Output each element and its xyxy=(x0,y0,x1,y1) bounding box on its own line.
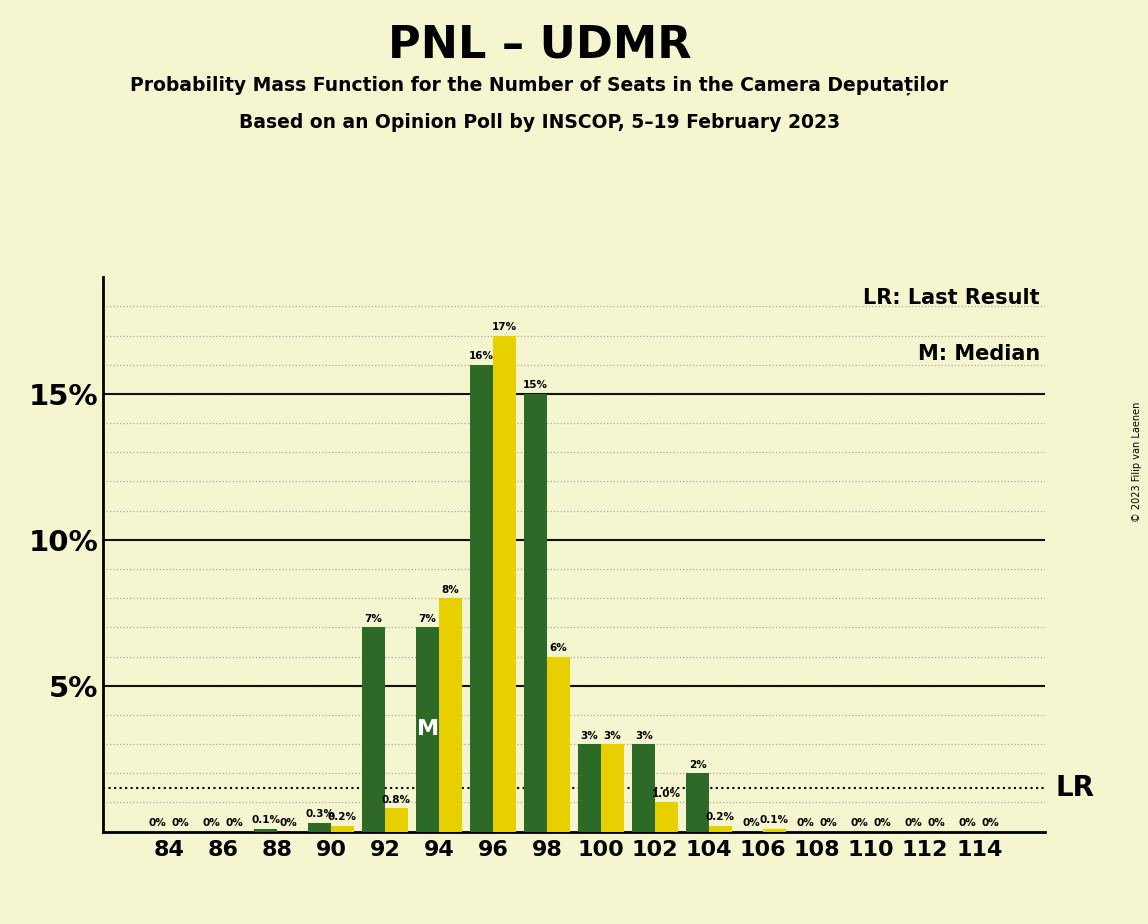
Bar xyxy=(471,365,492,832)
Text: 3%: 3% xyxy=(604,731,621,740)
Text: 7%: 7% xyxy=(419,614,436,624)
Text: 0%: 0% xyxy=(905,818,923,828)
Text: M: Median: M: Median xyxy=(917,344,1040,364)
Text: 7%: 7% xyxy=(365,614,382,624)
Text: 0.1%: 0.1% xyxy=(251,815,280,825)
Text: 0%: 0% xyxy=(982,818,1000,828)
Text: 0.2%: 0.2% xyxy=(327,812,357,822)
Text: 0%: 0% xyxy=(959,818,977,828)
Bar xyxy=(763,829,785,832)
Bar xyxy=(602,744,623,832)
Bar xyxy=(525,394,546,832)
Bar xyxy=(385,808,408,832)
Text: Based on an Opinion Poll by INSCOP, 5–19 February 2023: Based on an Opinion Poll by INSCOP, 5–19… xyxy=(239,113,840,132)
Text: LR: LR xyxy=(1056,773,1095,802)
Text: 0.3%: 0.3% xyxy=(305,809,334,820)
Text: 8%: 8% xyxy=(441,585,459,595)
Bar xyxy=(439,598,461,832)
Bar xyxy=(546,657,569,832)
Text: 0.8%: 0.8% xyxy=(382,795,411,805)
Bar xyxy=(656,802,677,832)
Text: Probability Mass Function for the Number of Seats in the Camera Deputaților: Probability Mass Function for the Number… xyxy=(131,76,948,95)
Text: 0%: 0% xyxy=(851,818,869,828)
Text: 0%: 0% xyxy=(743,818,761,828)
Text: 2%: 2% xyxy=(689,760,707,770)
Bar xyxy=(331,826,354,832)
Bar xyxy=(492,335,515,832)
Text: 0%: 0% xyxy=(225,818,243,828)
Text: 3%: 3% xyxy=(581,731,598,740)
Text: 17%: 17% xyxy=(491,322,517,332)
Text: 0%: 0% xyxy=(797,818,815,828)
Text: 0.1%: 0.1% xyxy=(760,815,789,825)
Text: 0%: 0% xyxy=(820,818,837,828)
Text: 0%: 0% xyxy=(202,818,220,828)
Text: PNL – UDMR: PNL – UDMR xyxy=(388,23,691,67)
Text: 0%: 0% xyxy=(279,818,297,828)
Text: 6%: 6% xyxy=(550,643,567,653)
Bar xyxy=(254,829,277,832)
Text: 0%: 0% xyxy=(874,818,891,828)
Text: 0.2%: 0.2% xyxy=(706,812,735,822)
Bar xyxy=(709,826,731,832)
Text: 1.0%: 1.0% xyxy=(652,789,681,799)
Text: LR: Last Result: LR: Last Result xyxy=(863,288,1040,309)
Bar xyxy=(308,823,331,832)
Bar xyxy=(579,744,602,832)
Text: 15%: 15% xyxy=(523,381,548,391)
Bar xyxy=(687,773,709,832)
Text: 3%: 3% xyxy=(635,731,652,740)
Bar xyxy=(363,627,385,832)
Bar xyxy=(633,744,656,832)
Text: 0%: 0% xyxy=(928,818,946,828)
Text: M: M xyxy=(417,720,439,739)
Text: 0%: 0% xyxy=(171,818,189,828)
Text: 16%: 16% xyxy=(470,351,494,361)
Text: 0%: 0% xyxy=(148,818,166,828)
Text: © 2023 Filip van Laenen: © 2023 Filip van Laenen xyxy=(1132,402,1142,522)
Bar xyxy=(417,627,439,832)
